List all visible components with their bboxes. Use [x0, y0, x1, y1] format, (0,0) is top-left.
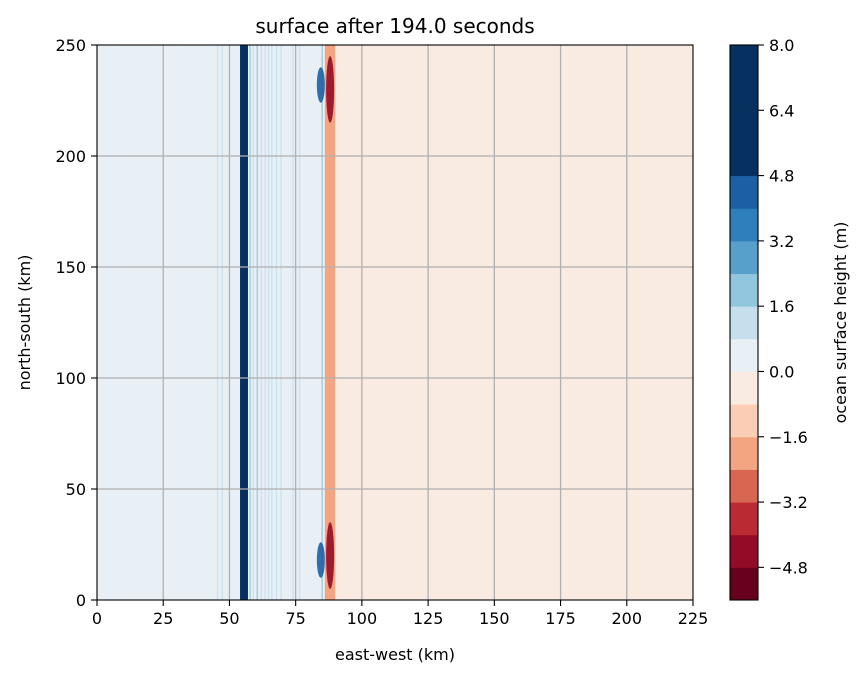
colorbar-tick-label-1: −3.2 [769, 493, 808, 512]
x-tick-label-6: 150 [479, 609, 510, 628]
heatmap-streak-12 [298, 45, 301, 600]
colorbar-segment-13 [730, 142, 758, 177]
heatmap-streak-7 [267, 45, 270, 600]
colorbar-segment-11 [730, 208, 758, 242]
colorbar-segment-16 [730, 45, 758, 79]
colorbar-segment-8 [730, 306, 758, 340]
heatmap-band-3 [247, 45, 325, 600]
x-tick-label-5: 125 [413, 609, 444, 628]
x-tick-label-3: 75 [285, 609, 305, 628]
heatmap-streak-11 [292, 45, 294, 600]
heatmap-band-4 [324, 45, 336, 600]
colorbar: −4.8 −3.2 −1.6 0.0 1.6 3.2 4.8 6.4 8.0 [729, 36, 808, 601]
y-tick-label-4: 200 [55, 147, 86, 166]
colorbar-segment-6 [730, 371, 758, 405]
colorbar-tick-label-3: 0.0 [769, 362, 794, 381]
y-axis-label: north-south (km) [15, 255, 34, 391]
y-tick-label-2: 100 [55, 369, 86, 388]
grid-lines [97, 45, 693, 600]
heatmap-streak-8 [271, 45, 273, 600]
colorbar-segment-15 [730, 77, 758, 111]
heatmap-streak-2 [249, 45, 251, 600]
x-tick-label-4: 100 [347, 609, 378, 628]
edge-feature-0 [316, 542, 325, 578]
x-axis: 0 25 50 75 100 125 150 175 200 225 [92, 600, 708, 628]
colorbar-segment-0 [730, 567, 758, 601]
edge-feature-3 [326, 56, 335, 123]
x-axis-label: east-west (km) [335, 645, 455, 664]
heatmap-streak-3 [252, 45, 254, 600]
edge-feature-1 [316, 67, 325, 103]
colorbar-segment-12 [730, 175, 758, 209]
heatmap-streak-6 [264, 45, 266, 600]
colorbar-tick-label-7: 6.4 [769, 101, 794, 120]
colorbar-segment-7 [730, 338, 758, 372]
chart-title: surface after 194.0 seconds [255, 14, 534, 38]
edge-feature-2 [326, 522, 335, 589]
heatmap-band-5 [335, 45, 693, 600]
y-axis: 0 50 100 150 200 250 [55, 36, 97, 610]
colorbar-segment-5 [730, 404, 758, 438]
x-tick-label-8: 200 [612, 609, 643, 628]
heatmap-streak-10 [280, 45, 282, 600]
heatmap-streak-13 [321, 45, 323, 600]
y-tick-label-1: 50 [66, 480, 86, 499]
colorbar-tick-label-5: 3.2 [769, 232, 794, 251]
y-tick-label-3: 150 [55, 258, 86, 277]
colorbar-segment-9 [730, 273, 758, 307]
heatmap-streak-9 [275, 45, 278, 600]
colorbar-segment-2 [730, 502, 758, 536]
colorbar-segment-1 [730, 534, 758, 568]
colorbar-segment-10 [730, 240, 758, 275]
heatmap-streak-5 [260, 45, 262, 600]
x-tick-label-7: 175 [545, 609, 576, 628]
heatmap-band-2 [240, 45, 248, 600]
heatmap-streak-0 [216, 45, 219, 600]
heatmap-streak-1 [221, 45, 223, 600]
colorbar-segment-3 [730, 469, 758, 503]
y-tick-label-5: 250 [55, 36, 86, 55]
colorbar-tick-label-6: 4.8 [769, 167, 794, 186]
colorbar-tick-label-8: 8.0 [769, 36, 794, 55]
heatmap-field [97, 45, 693, 600]
colorbar-segment-14 [730, 110, 758, 144]
colorbar-segment-4 [730, 436, 758, 470]
x-tick-label-1: 25 [153, 609, 173, 628]
x-tick-label-2: 50 [219, 609, 239, 628]
colorbar-label: ocean surface height (m) [831, 222, 850, 424]
colorbar-tick-label-0: −4.8 [769, 558, 808, 577]
colorbar-frame [729, 44, 759, 601]
colorbar-tick-label-2: −1.6 [769, 428, 808, 447]
plot-frame [96, 44, 694, 601]
y-tick-label-0: 0 [76, 591, 86, 610]
heatmap-band-1 [229, 45, 241, 600]
heatmap-streak-4 [256, 45, 258, 600]
x-tick-label-9: 225 [678, 609, 709, 628]
x-tick-label-0: 0 [92, 609, 102, 628]
colorbar-tick-label-4: 1.6 [769, 297, 794, 316]
